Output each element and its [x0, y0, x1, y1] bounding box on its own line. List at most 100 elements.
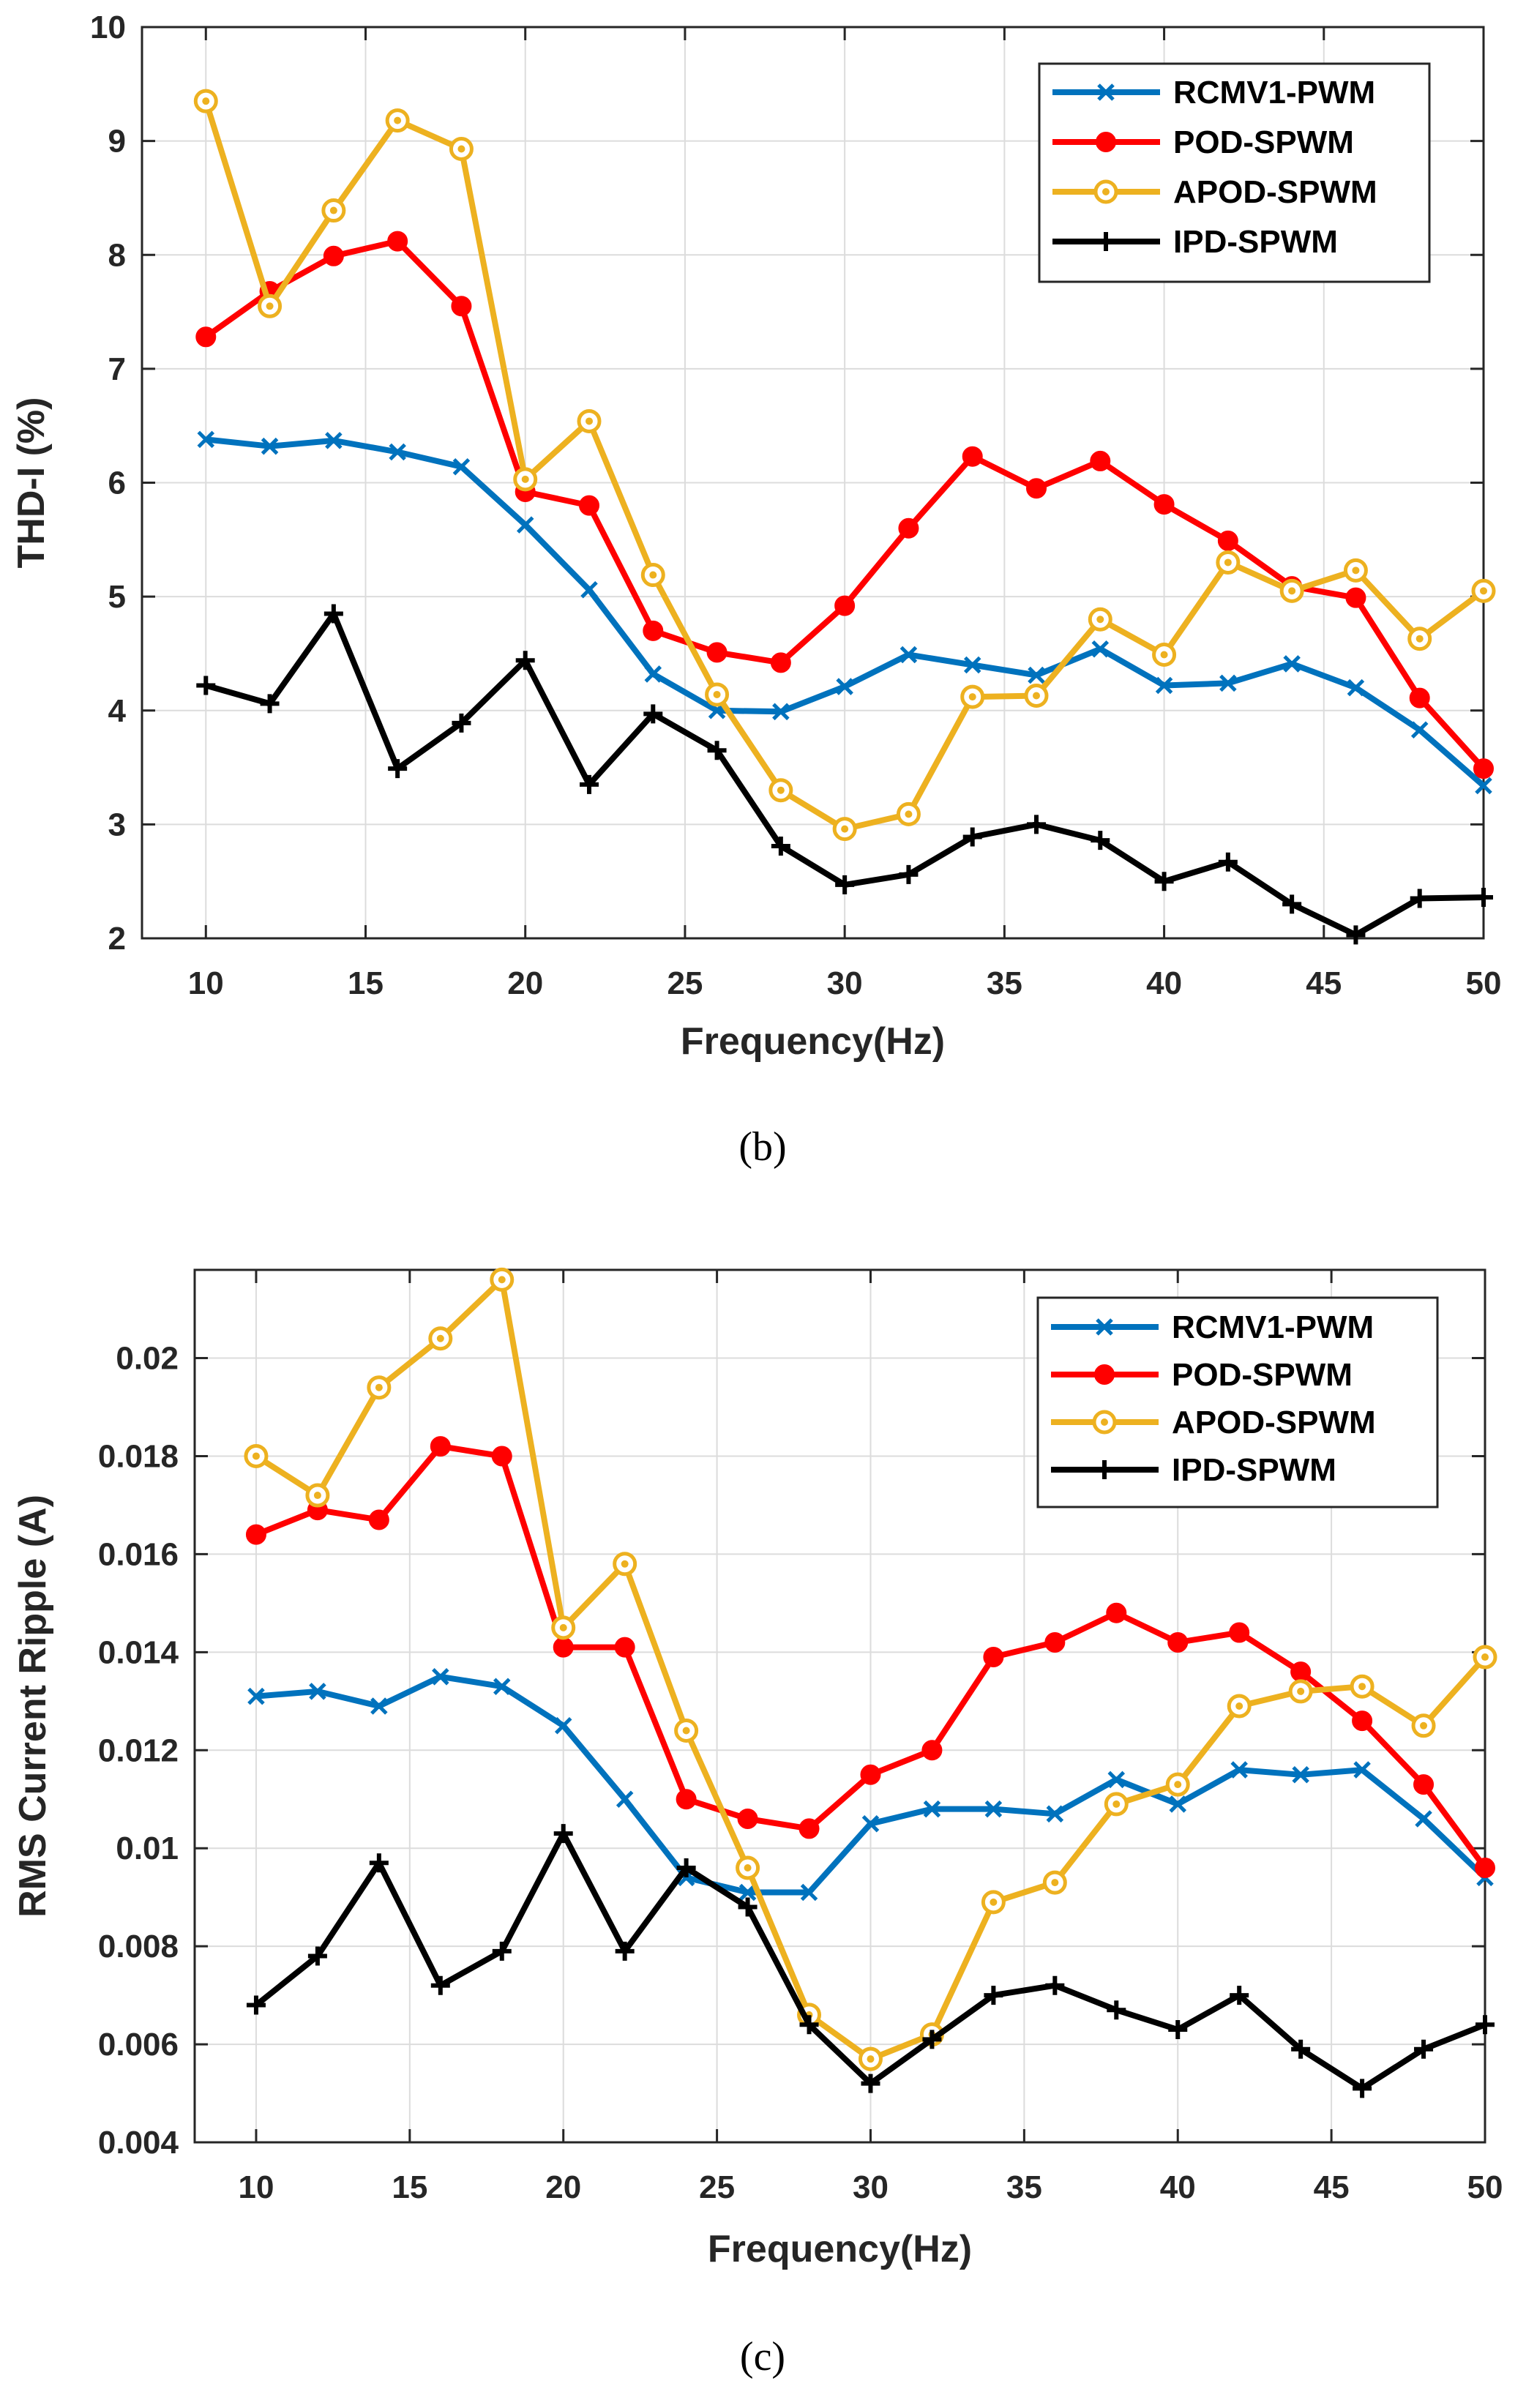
- data-point-ipd-spwm: [196, 676, 216, 695]
- x-tick-label: 30: [827, 965, 863, 1001]
- legend-label-ipd-spwm: IPD-SPWM: [1172, 1452, 1336, 1488]
- data-point-apod-spwm: [1216, 550, 1241, 575]
- data-point-pod-spwm: [706, 642, 728, 663]
- data-point-apod-spwm: [577, 408, 602, 433]
- data-point-rcmv1-pwm: [1353, 1761, 1371, 1779]
- data-point-pod-spwm: [1409, 687, 1430, 708]
- data-point-ipd-spwm: [962, 827, 982, 847]
- data-point-pod-spwm: [676, 1789, 697, 1810]
- data-point-pod-spwm: [1026, 478, 1047, 499]
- y-tick-label: 7: [108, 351, 126, 387]
- data-point-apod-spwm: [1471, 578, 1496, 603]
- data-point-rcmv1-pwm: [984, 1800, 1003, 1818]
- data-point-ipd-spwm: [861, 2074, 880, 2093]
- data-point-apod-spwm: [1042, 1870, 1067, 1895]
- data-point-ipd-spwm: [984, 1986, 1003, 2005]
- data-point-rcmv1-pwm: [1155, 676, 1173, 695]
- data-point-ipd-spwm: [615, 1941, 635, 1961]
- x-tick-label: 30: [853, 2169, 889, 2205]
- data-point-ipd-spwm: [1291, 2039, 1311, 2059]
- data-point-apod-spwm: [321, 198, 346, 223]
- y-tick-label: 2: [108, 921, 126, 957]
- data-point-ipd-spwm: [1091, 831, 1110, 850]
- legend-marker-apod-spwm: [1092, 1410, 1117, 1435]
- legend-label-apod-spwm: APOD-SPWM: [1172, 1405, 1376, 1440]
- y-tick-label: 0.004: [98, 2125, 179, 2161]
- data-point-pod-spwm: [368, 1509, 389, 1530]
- x-tick-label: 35: [1006, 2169, 1042, 2205]
- data-point-rcmv1-pwm: [432, 1668, 449, 1686]
- data-point-rcmv1-pwm: [899, 646, 918, 664]
- x-tick-label: 10: [188, 965, 224, 1001]
- x-tick-label: 40: [1146, 965, 1182, 1001]
- data-point-rcmv1-pwm: [836, 678, 853, 695]
- x-tick-label: 45: [1306, 965, 1342, 1001]
- data-point-rcmv1-pwm: [325, 432, 343, 449]
- data-point-ipd-spwm: [1474, 887, 1493, 907]
- data-point-apod-spwm: [960, 684, 985, 709]
- data-point-ipd-spwm: [1168, 2019, 1188, 2039]
- data-point-apod-spwm: [705, 682, 730, 707]
- data-point-apod-spwm: [1088, 607, 1112, 632]
- y-tick-label: 0.014: [98, 1634, 179, 1670]
- data-point-rcmv1-pwm: [738, 1883, 757, 1902]
- data-point-pod-spwm: [1153, 494, 1175, 515]
- data-point-pod-spwm: [245, 1524, 266, 1545]
- x-tick-label: 50: [1466, 965, 1502, 1001]
- legend-marker-ipd-spwm: [1095, 1460, 1114, 1479]
- data-point-pod-spwm: [1352, 1710, 1373, 1732]
- y-axis-label: RMS Current Ripple (A): [12, 1495, 54, 1918]
- data-point-ipd-spwm: [1475, 2015, 1495, 2035]
- y-tick-label: 0.01: [116, 1831, 179, 1866]
- data-point-apod-spwm: [858, 2046, 883, 2071]
- data-point-pod-spwm: [195, 326, 217, 348]
- axes-box: [193, 1268, 1486, 2144]
- data-point-pod-spwm: [834, 595, 856, 616]
- x-tick-label: 25: [699, 2169, 735, 2205]
- data-point-pod-spwm: [1473, 758, 1494, 779]
- legend-label-rcmv1-pwm: RCMV1-PWM: [1173, 75, 1375, 111]
- legend-marker-apod-spwm: [1093, 179, 1118, 204]
- figure-caption: (c): [740, 2334, 785, 2379]
- data-point-ipd-spwm: [1414, 2039, 1434, 2059]
- data-point-apod-spwm: [1343, 558, 1368, 583]
- data-point-rcmv1-pwm: [923, 1800, 941, 1818]
- y-tick-label: 8: [108, 237, 126, 273]
- data-point-apod-spwm: [1350, 1674, 1374, 1699]
- data-point-rcmv1-pwm: [644, 665, 662, 683]
- x-tick-label: 35: [987, 965, 1022, 1001]
- data-point-rcmv1-pwm: [247, 1687, 265, 1705]
- data-point-pod-spwm: [614, 1637, 635, 1658]
- data-point-pod-spwm: [1345, 587, 1366, 608]
- data-point-pod-spwm: [1217, 530, 1238, 551]
- rms-current-ripple-chart: 10 15 20 25 30 35 40 45 50 0.004 0.006 0.008 0.01 0.0…: [12, 1267, 1503, 2379]
- x-tick-label: 20: [507, 965, 543, 1001]
- data-point-ipd-spwm: [676, 1858, 696, 1877]
- data-point-rcmv1-pwm: [1410, 721, 1429, 739]
- data-point-apod-spwm: [490, 1267, 515, 1292]
- data-point-apod-spwm: [896, 801, 921, 826]
- data-point-rcmv1-pwm: [516, 516, 534, 534]
- data-point-rcmv1-pwm: [861, 1814, 880, 1833]
- data-point-pod-spwm: [860, 1764, 881, 1785]
- data-point-apod-spwm: [1411, 1713, 1436, 1738]
- data-point-rcmv1-pwm: [616, 1790, 634, 1809]
- data-point-apod-spwm: [551, 1615, 576, 1640]
- data-point-pod-spwm: [1290, 1661, 1312, 1683]
- data-point-apod-spwm: [736, 1855, 760, 1880]
- thd-current-chart: 10 15 20 25 30 35 40 45 502345678910Frequency(Hz…: [10, 10, 1501, 1170]
- y-tick-label: 9: [108, 124, 126, 160]
- data-point-rcmv1-pwm: [1219, 674, 1237, 692]
- legend-marker-rcmv1-pwm: [1097, 83, 1115, 101]
- data-point-apod-spwm: [613, 1552, 637, 1577]
- data-point-apod-spwm: [1473, 1645, 1497, 1669]
- data-point-pod-spwm: [430, 1436, 451, 1457]
- data-point-apod-spwm: [640, 563, 665, 588]
- data-point-ipd-spwm: [452, 713, 471, 733]
- data-point-apod-spwm: [258, 293, 283, 318]
- data-point-ipd-spwm: [492, 1941, 512, 1961]
- data-point-apod-spwm: [832, 817, 857, 842]
- y-tick-label: 5: [108, 579, 126, 615]
- data-point-rcmv1-pwm: [1107, 1771, 1126, 1789]
